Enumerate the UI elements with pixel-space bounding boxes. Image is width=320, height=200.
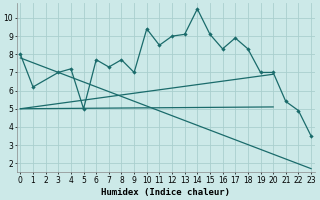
X-axis label: Humidex (Indice chaleur): Humidex (Indice chaleur) — [101, 188, 230, 197]
